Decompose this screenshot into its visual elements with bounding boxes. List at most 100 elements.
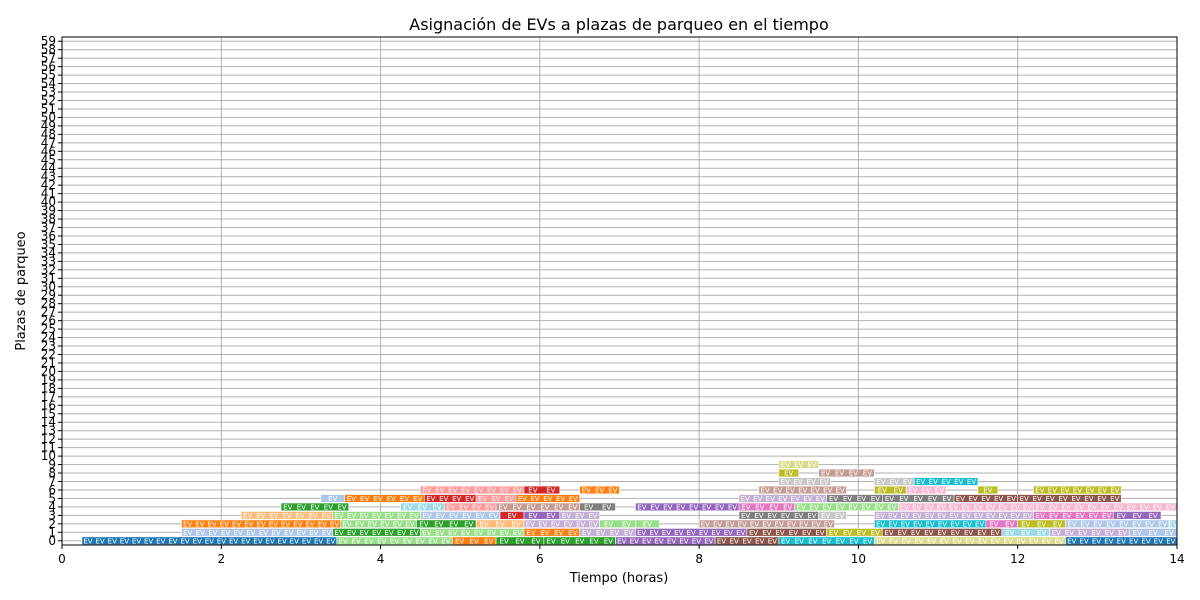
ev-label: EV	[269, 512, 278, 520]
ev-label: EV	[403, 503, 412, 511]
ev-label: EV	[835, 512, 844, 520]
ev-label: EV	[963, 520, 972, 528]
ev-label: EV	[776, 529, 785, 537]
ev-label: EV	[1164, 529, 1173, 537]
ev-segment	[778, 460, 819, 469]
ev-label: EV	[797, 503, 806, 511]
y-tick-label: 30	[41, 280, 56, 294]
ev-label: EV	[419, 520, 428, 528]
ev-label: EV	[1005, 529, 1014, 537]
y-tick-label: 5	[48, 491, 56, 505]
ev-label: EV	[1071, 495, 1080, 503]
ev-label: EV	[1020, 495, 1029, 503]
ev-label: EV	[927, 537, 936, 545]
ev-label: EV	[576, 520, 585, 528]
y-tick-label: 43	[41, 170, 56, 184]
ev-label: EV	[822, 537, 831, 545]
y-tick-label: 46	[41, 144, 56, 158]
ev-label: EV	[511, 520, 520, 528]
ev-label: EV	[324, 503, 333, 511]
ev-label: EV	[449, 512, 458, 520]
ev-label: EV	[876, 537, 885, 545]
ev-segment	[515, 494, 580, 503]
ev-label: EV	[781, 461, 790, 469]
ev-label: EV	[563, 520, 572, 528]
ev-label: EV	[500, 486, 509, 494]
ev-label: EV	[874, 503, 883, 511]
ev-label: EV	[956, 495, 965, 503]
ev-label: EV	[913, 520, 922, 528]
ev-label: EV	[701, 520, 710, 528]
y-axis-label: Plazas de parqueo	[14, 231, 29, 350]
ev-label: EV	[360, 495, 369, 503]
ev-label: EV	[925, 520, 934, 528]
ev-label: EV	[981, 495, 990, 503]
ev-label: EV	[928, 495, 937, 503]
ev-label: EV	[432, 503, 441, 511]
ev-label: EV	[144, 537, 153, 545]
ev-label: EV	[736, 529, 745, 537]
ev-label: EV	[470, 537, 479, 545]
ev-label: EV	[912, 503, 921, 511]
ev-label: EV	[505, 495, 514, 503]
ev-label: EV	[120, 537, 129, 545]
ev-label: EV	[448, 486, 457, 494]
ev-label: EV	[1119, 520, 1128, 528]
ev-label: EV	[306, 520, 315, 528]
ev-segment	[977, 485, 999, 495]
ev-label: EV	[884, 529, 893, 537]
y-tick-label: 54	[41, 77, 56, 91]
x-axis-label: Tiempo (horas)	[569, 571, 669, 586]
ev-label: EV	[540, 503, 549, 511]
ev-label: EV	[650, 503, 659, 511]
ev-label: EV	[489, 512, 498, 520]
ev-label: EV	[426, 495, 435, 503]
ev-label: EV	[156, 537, 165, 545]
ev-label: EV	[642, 537, 651, 545]
ev-label: EV	[390, 537, 399, 545]
ev-label: EV	[951, 529, 960, 537]
ev-segment	[579, 485, 620, 495]
ev-label: EV	[899, 495, 908, 503]
ev-label: EV	[459, 503, 468, 511]
ev-label: EV	[476, 512, 485, 520]
ev-segment	[280, 502, 350, 512]
x-axis-ticks: 0 2 4 6 8 10 12 14	[58, 545, 1185, 566]
ev-label: EV	[949, 503, 958, 511]
ev-label: EV	[754, 512, 763, 520]
ev-label: EV	[916, 478, 925, 486]
ev-label: EV	[1048, 486, 1057, 494]
ev-label: EV	[617, 537, 626, 545]
ev-label: EV	[1092, 537, 1101, 545]
ev-label: EV	[205, 537, 214, 545]
ev-label: EV	[1035, 486, 1044, 494]
ev-label: EV	[1065, 529, 1074, 537]
ev-label: EV	[835, 470, 844, 478]
ev-label: EV	[914, 495, 923, 503]
x-gridlines	[61, 37, 1178, 545]
ev-label: EV	[762, 529, 771, 537]
ev-label: EV	[914, 537, 923, 545]
ev-label: EV	[755, 537, 764, 545]
ev-label: EV	[1062, 503, 1071, 511]
ev-label: EV	[1089, 512, 1098, 520]
ev-label: EV	[1045, 495, 1054, 503]
ev-label: EV	[435, 529, 444, 537]
ev-label: EV	[183, 520, 192, 528]
ev-label: EV	[546, 537, 555, 545]
ev-label: EV	[217, 537, 226, 545]
y-tick-label: 31	[41, 271, 56, 285]
ev-label: EV	[753, 495, 762, 503]
y-axis-ticks: 0123456789101112131415161718192021222324…	[41, 34, 62, 548]
ev-label: EV	[448, 529, 457, 537]
ev-label: EV	[1085, 486, 1094, 494]
ev-label: EV	[347, 512, 356, 520]
ev-label: EV	[528, 486, 537, 494]
x-tick-label: 2	[217, 552, 225, 566]
ev-label: EV	[436, 512, 445, 520]
ev-label: EV	[794, 512, 803, 520]
ev-label: EV	[725, 520, 734, 528]
y-tick-label: 29	[41, 288, 56, 302]
y-tick-label: 35	[41, 237, 56, 251]
ev-label: EV	[1058, 495, 1067, 503]
